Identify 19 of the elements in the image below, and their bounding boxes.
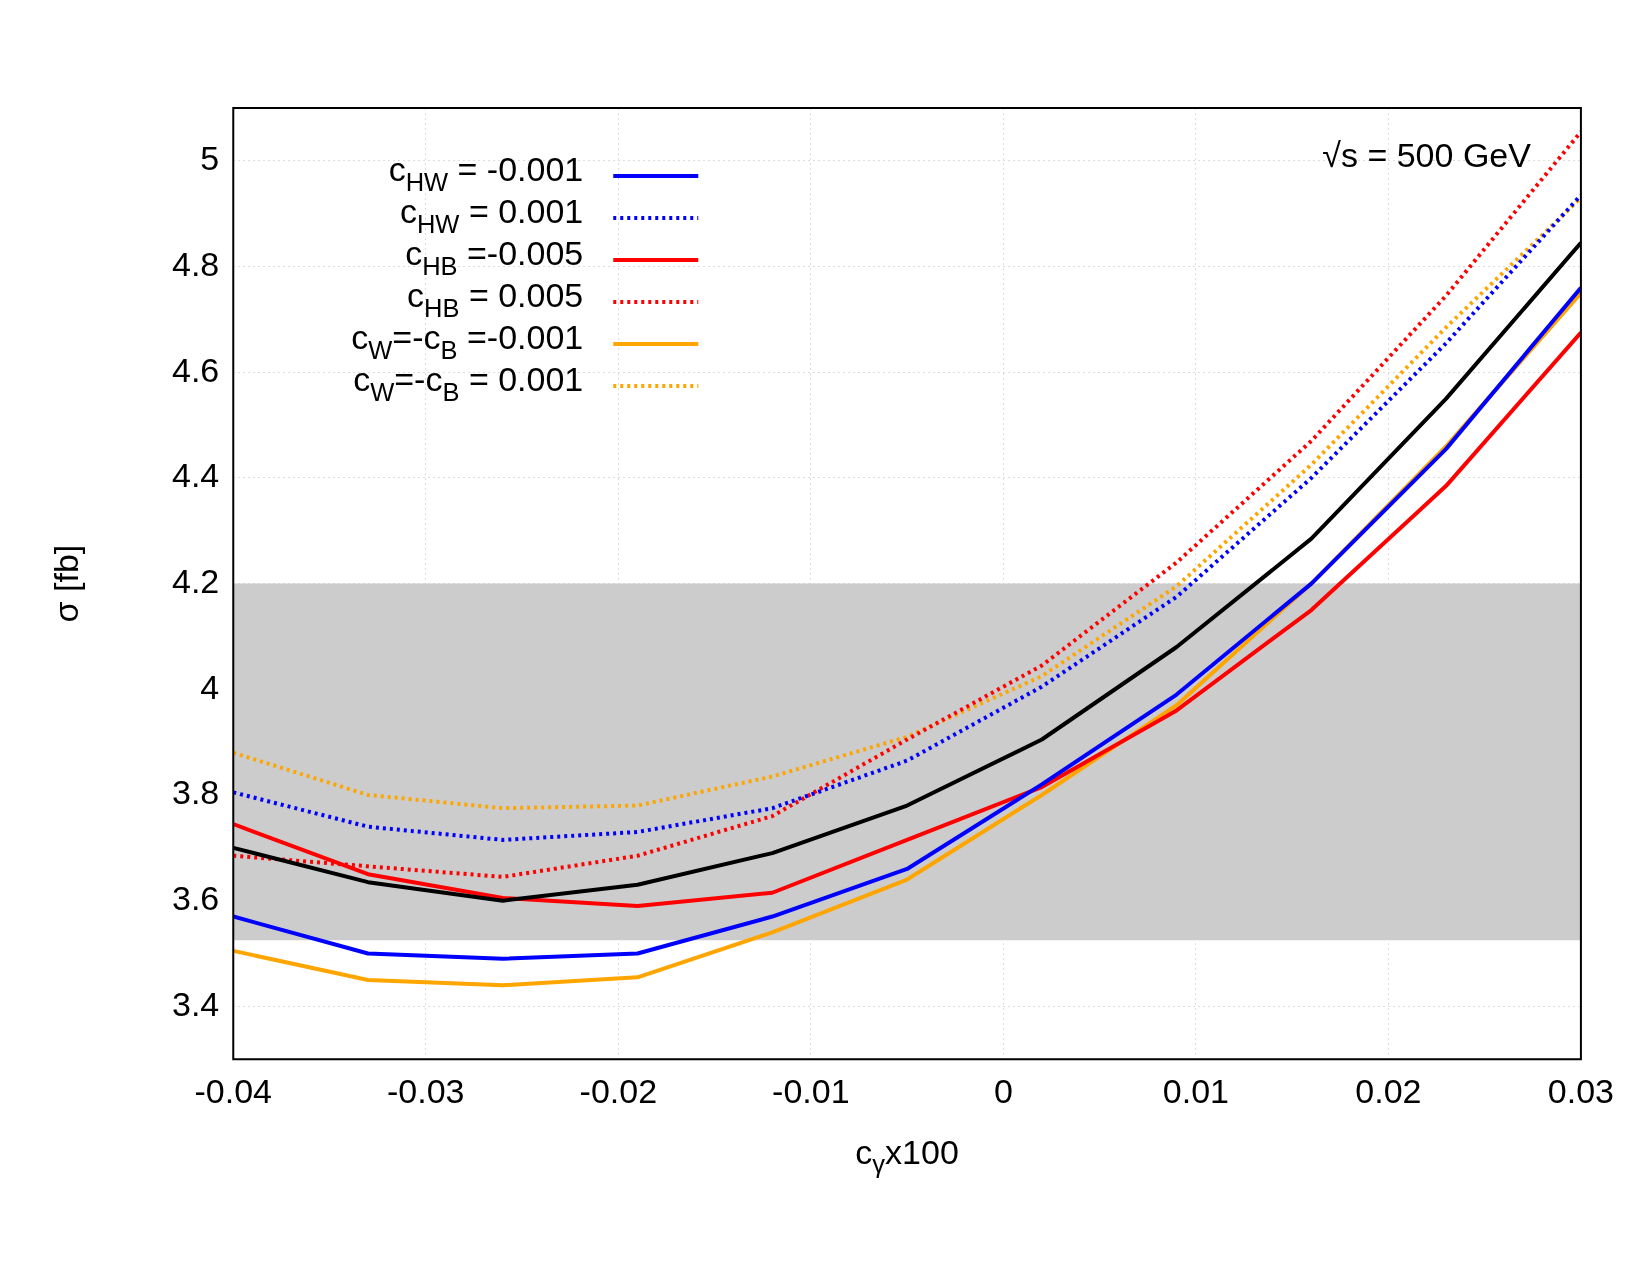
x-tick-label: -0.03 [387,1071,465,1110]
y-tick-label: 3.4 [172,984,220,1023]
y-axis-title: σ [fb] [46,544,85,623]
y-tick-label: 3.8 [172,773,220,812]
y-tick-label: 4.6 [172,350,220,389]
y-tick-label: 4.8 [172,244,220,283]
x-tick-label: 0.01 [1162,1071,1229,1110]
y-tick-label: 4.2 [172,561,220,600]
x-tick-label: 0.03 [1547,1071,1615,1110]
y-tick-label: 4.4 [172,456,220,495]
y-tick-label: 4 [200,667,220,706]
y-tick-label: 3.6 [172,879,220,918]
x-tick-label: 0.02 [1355,1071,1422,1110]
annotation: √s = 500 GeV [1322,136,1532,175]
x-tick-label: -0.01 [772,1071,850,1110]
x-tick-label: -0.04 [194,1071,273,1110]
y-tick-label: 5 [200,139,220,178]
x-tick-label: 0 [993,1071,1013,1110]
x-tick-label: -0.02 [579,1071,658,1110]
